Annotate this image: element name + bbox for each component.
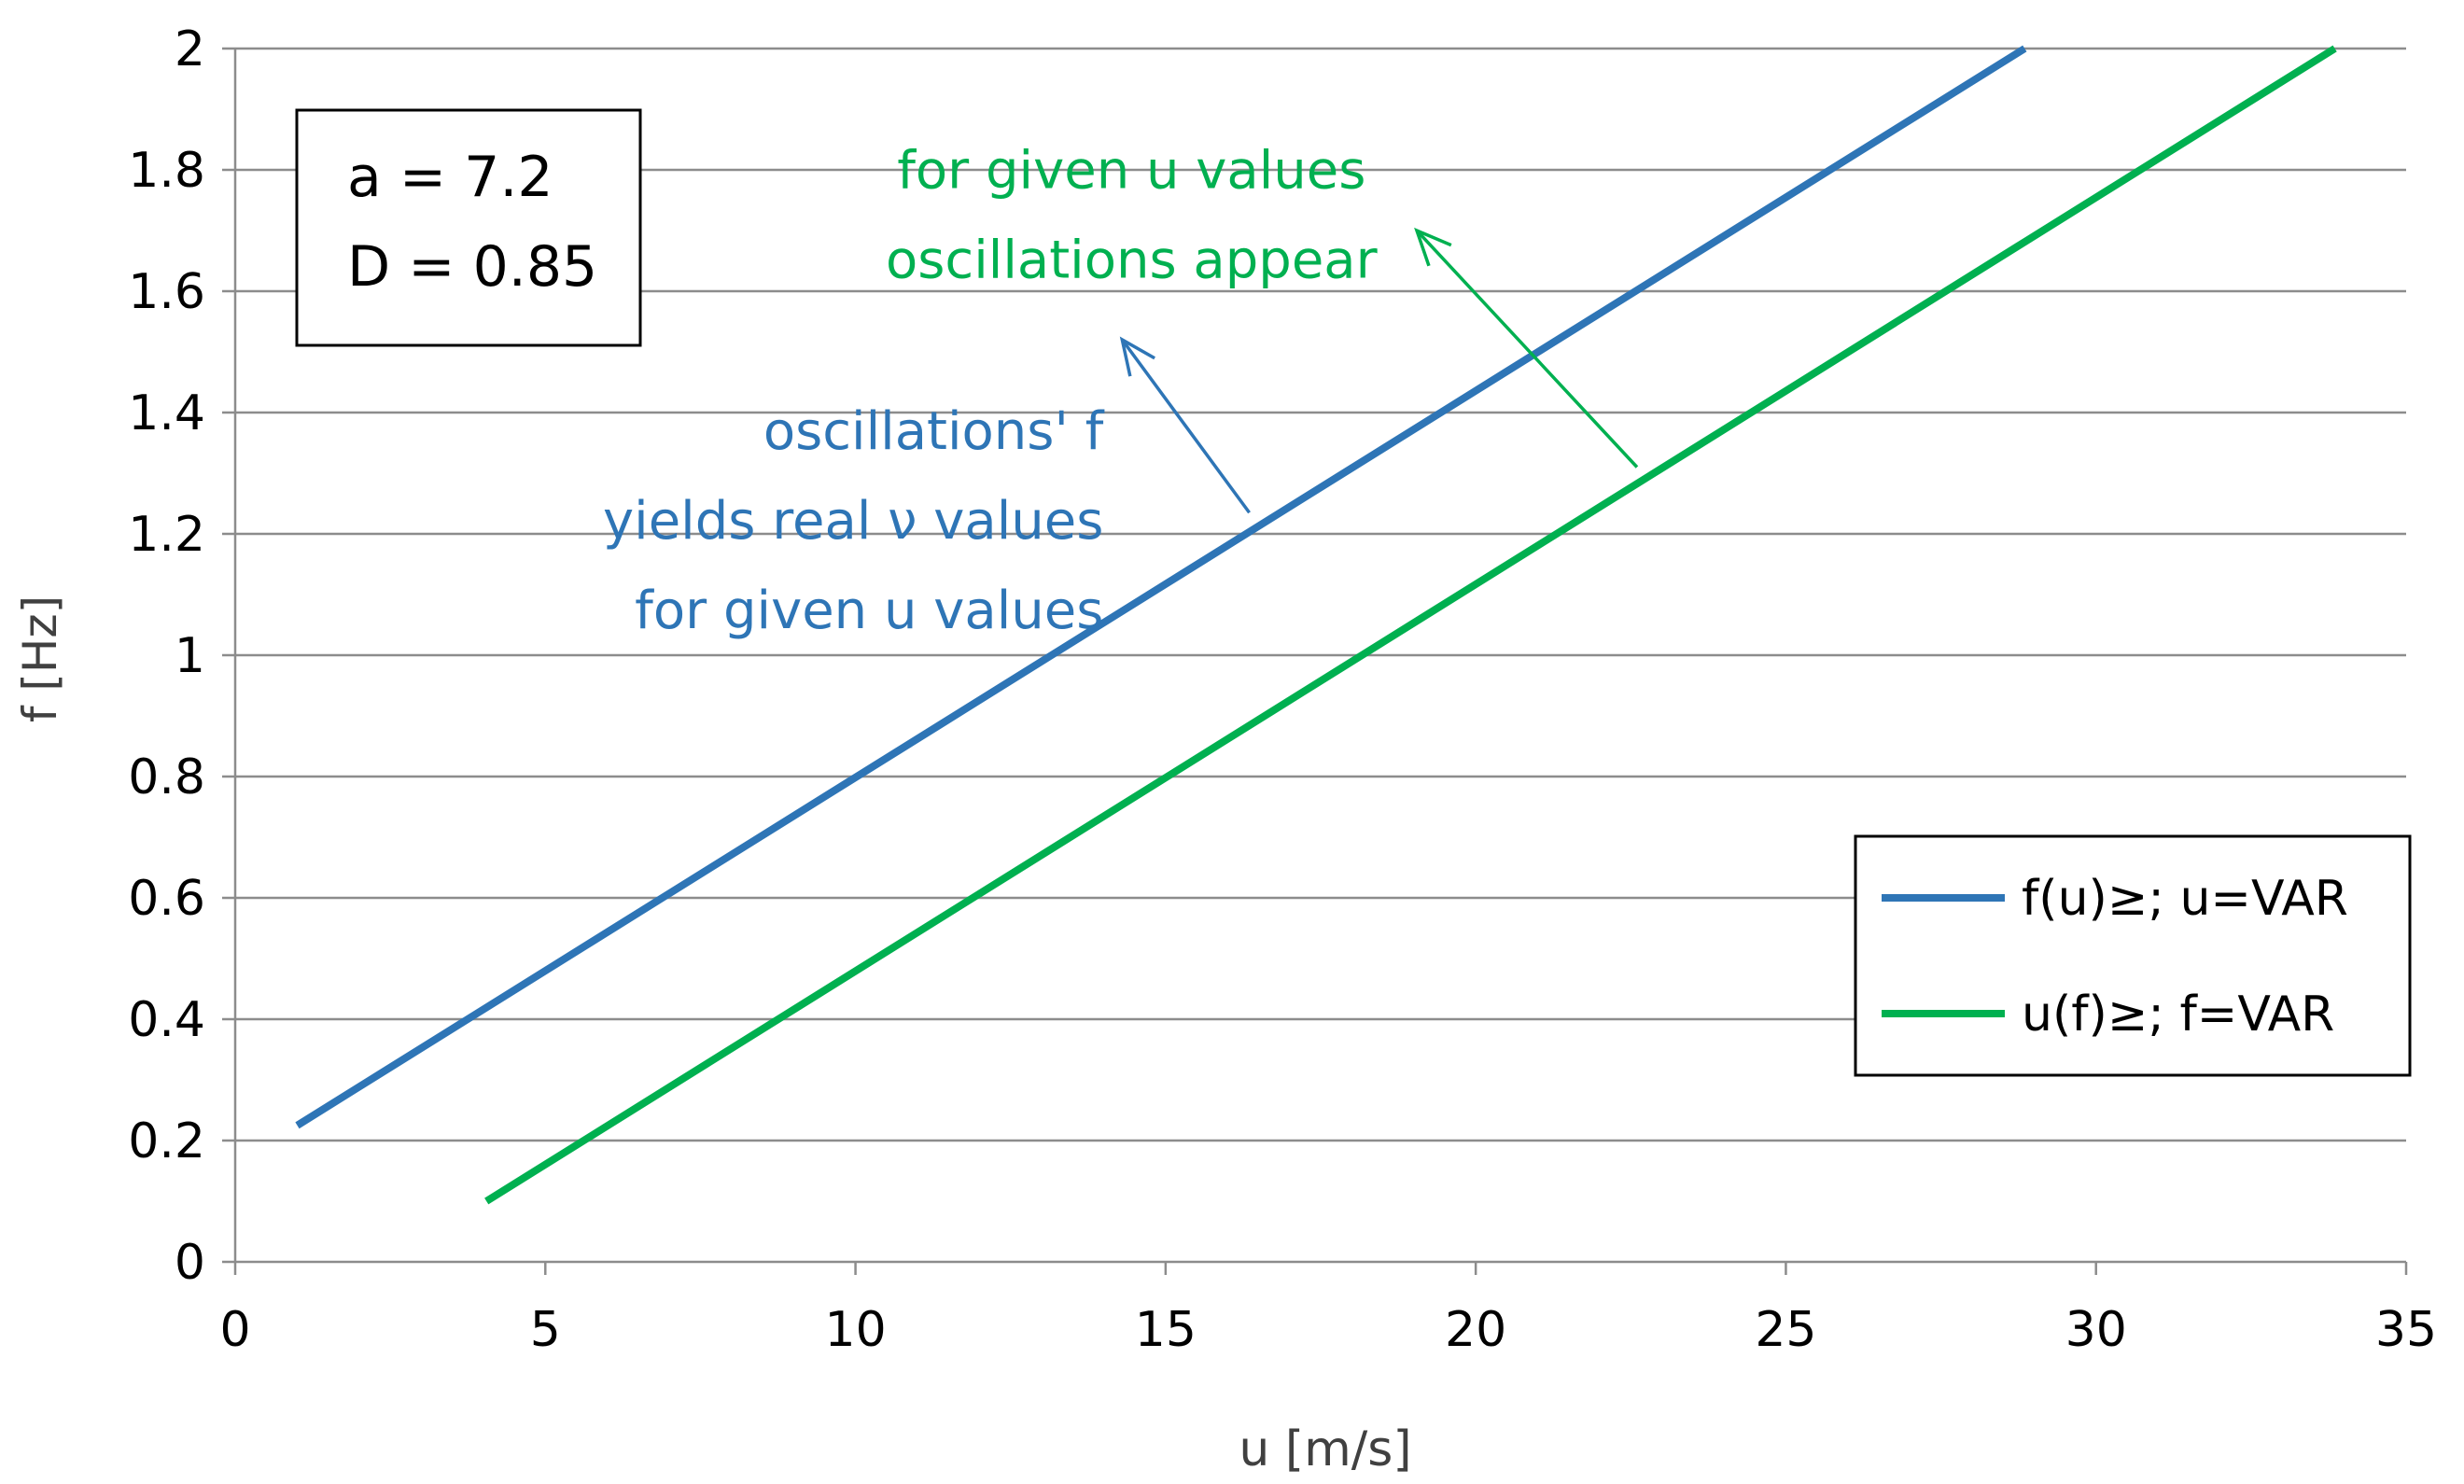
y-tick-label: 1.8	[128, 143, 205, 199]
x-axis-label: u [m/s]	[1239, 1421, 1411, 1477]
annotation-text-0-line-1: yields real ν values	[603, 491, 1103, 552]
y-tick-label: 1.4	[128, 385, 205, 441]
x-tick-label: 10	[824, 1302, 886, 1358]
y-tick-label: 2	[175, 21, 205, 77]
x-tick-label: 20	[1445, 1302, 1506, 1358]
annotation-text-0-line-0: oscillations' f	[763, 401, 1105, 462]
y-tick-label: 1.6	[128, 264, 205, 320]
parameter-box: a = 7.2 D = 0.85	[295, 108, 642, 347]
y-tick-label: 0.2	[128, 1113, 205, 1169]
x-tick-label: 5	[530, 1302, 561, 1358]
y-axis-label: f [Hz]	[13, 595, 67, 722]
parameter-box-frame	[295, 108, 642, 347]
y-tick-label: 0.4	[128, 992, 205, 1048]
x-tick-label: 0	[219, 1302, 250, 1358]
annotation-arrow-shaft-0	[1120, 338, 1251, 514]
annotation-arrow-head-1	[1414, 227, 1452, 267]
x-tick-label: 35	[2375, 1302, 2437, 1358]
x-tick-label: 30	[2065, 1302, 2127, 1358]
x-tick-labels: 0 5 10 15 20 25 30 35	[219, 1302, 2437, 1358]
series-lines	[295, 45, 2337, 1205]
legend-label-u-f: u(f)≥; f=VAR	[2022, 987, 2334, 1043]
annotations: oscillations' f yields real ν values for g…	[603, 141, 1639, 641]
x-tick-label: 15	[1135, 1302, 1197, 1358]
y-tick-label: 0.8	[128, 749, 205, 805]
legend-label-f-u: f(u)≥; u=VAR	[2022, 871, 2348, 927]
annotation-arrow-shaft-1	[1415, 229, 1639, 469]
gridlines	[235, 47, 2406, 1142]
series-line-1	[484, 45, 2337, 1205]
parameter-a: a = 7.2	[347, 145, 553, 210]
y-tick-labels: 0 0.2 0.4 0.6 0.8 1 1.2 1.4 1.6 1.8 2	[128, 21, 205, 1291]
y-tick-label: 1	[175, 628, 205, 684]
parameter-d: D = 0.85	[347, 234, 597, 300]
series-line-0	[295, 45, 2027, 1129]
x-tick-label: 25	[1755, 1302, 1816, 1358]
y-tick-label: 1.2	[128, 507, 205, 563]
y-tick-label: 0.6	[128, 871, 205, 927]
annotation-arrow-head-0	[1119, 336, 1155, 377]
annotation-text-0-line-2: for given u values	[635, 581, 1103, 641]
legend-frame	[1854, 834, 2412, 1077]
axes	[222, 47, 2408, 1275]
y-tick-label: 0	[175, 1235, 205, 1291]
annotation-text-1-line-0: for given u values	[897, 141, 1365, 202]
legend: f(u)≥; u=VAR u(f)≥; f=VAR	[1854, 834, 2412, 1077]
annotation-text-1-line-1: oscillations appear	[886, 231, 1379, 291]
